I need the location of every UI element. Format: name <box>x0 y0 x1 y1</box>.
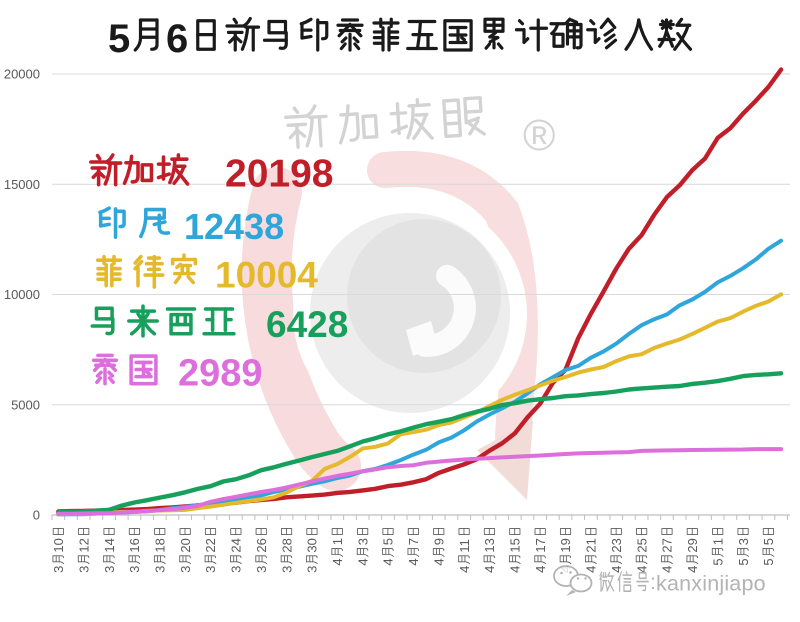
svg-text:3: 3 <box>76 566 91 573</box>
svg-text:10000: 10000 <box>4 287 40 302</box>
svg-text:15: 15 <box>508 538 523 552</box>
svg-text:2989: 2989 <box>178 353 263 395</box>
svg-text:27: 27 <box>660 538 675 552</box>
svg-text:22: 22 <box>203 538 218 552</box>
svg-text:19: 19 <box>558 538 573 552</box>
svg-text:5: 5 <box>761 538 776 545</box>
svg-text:5: 5 <box>761 558 776 565</box>
svg-text:3: 3 <box>51 566 66 573</box>
svg-text:9: 9 <box>431 538 446 545</box>
svg-text:20: 20 <box>178 538 193 552</box>
svg-text:3: 3 <box>178 566 193 573</box>
svg-text:20198: 20198 <box>225 153 333 196</box>
svg-text:4: 4 <box>660 566 675 573</box>
svg-text:5: 5 <box>736 558 751 565</box>
svg-text:10: 10 <box>51 538 66 552</box>
svg-text:15000: 15000 <box>4 177 40 192</box>
svg-text:4: 4 <box>406 558 421 565</box>
svg-text:20000: 20000 <box>4 67 40 82</box>
svg-text:12438: 12438 <box>184 206 284 247</box>
svg-text:3: 3 <box>736 538 751 545</box>
svg-text:4: 4 <box>482 566 497 573</box>
svg-text:®: ® <box>523 111 555 160</box>
svg-text:16: 16 <box>127 538 142 552</box>
svg-text:3: 3 <box>127 566 142 573</box>
svg-text:21: 21 <box>584 538 599 552</box>
svg-text:kanxinjiapo: kanxinjiapo <box>656 572 766 596</box>
svg-text:3: 3 <box>254 566 269 573</box>
svg-text:4: 4 <box>634 566 649 573</box>
svg-text:4: 4 <box>431 558 446 565</box>
svg-text:17: 17 <box>533 538 548 552</box>
svg-text:3: 3 <box>152 566 167 573</box>
svg-text:4: 4 <box>533 566 548 573</box>
svg-text:14: 14 <box>102 538 117 552</box>
svg-text::: : <box>650 571 656 594</box>
svg-text:11: 11 <box>457 539 472 553</box>
svg-text:4: 4 <box>584 566 599 573</box>
svg-text:4: 4 <box>381 558 396 565</box>
svg-text:4: 4 <box>330 558 345 565</box>
svg-text:29: 29 <box>685 538 700 552</box>
svg-text:0: 0 <box>33 508 40 523</box>
svg-text:4: 4 <box>609 566 624 573</box>
svg-text:7: 7 <box>406 538 421 545</box>
svg-text:10004: 10004 <box>215 255 318 296</box>
svg-text:23: 23 <box>609 538 624 552</box>
svg-text:25: 25 <box>634 538 649 552</box>
svg-text:4: 4 <box>685 566 700 573</box>
svg-text:6428: 6428 <box>266 304 348 345</box>
svg-text:3: 3 <box>279 566 294 573</box>
svg-text:24: 24 <box>229 538 244 552</box>
svg-text:5: 5 <box>108 17 130 61</box>
svg-text:4: 4 <box>355 558 370 565</box>
svg-text:6: 6 <box>166 17 188 61</box>
svg-text:3: 3 <box>229 566 244 573</box>
svg-text:4: 4 <box>457 566 472 573</box>
svg-text:3: 3 <box>355 538 370 545</box>
svg-text:26: 26 <box>254 538 269 552</box>
svg-text:3: 3 <box>203 566 218 573</box>
svg-text:12: 12 <box>76 538 91 552</box>
svg-text:1: 1 <box>710 538 725 545</box>
svg-text:18: 18 <box>152 538 167 552</box>
svg-text:4: 4 <box>508 566 523 573</box>
svg-text:28: 28 <box>279 538 294 552</box>
svg-text:5: 5 <box>381 538 396 545</box>
svg-text:1: 1 <box>330 538 345 545</box>
svg-text:5: 5 <box>710 558 725 565</box>
svg-text:3: 3 <box>305 566 320 573</box>
svg-text:13: 13 <box>482 538 497 552</box>
svg-text:5000: 5000 <box>11 397 40 412</box>
svg-text:30: 30 <box>305 538 320 552</box>
svg-text:3: 3 <box>102 566 117 573</box>
